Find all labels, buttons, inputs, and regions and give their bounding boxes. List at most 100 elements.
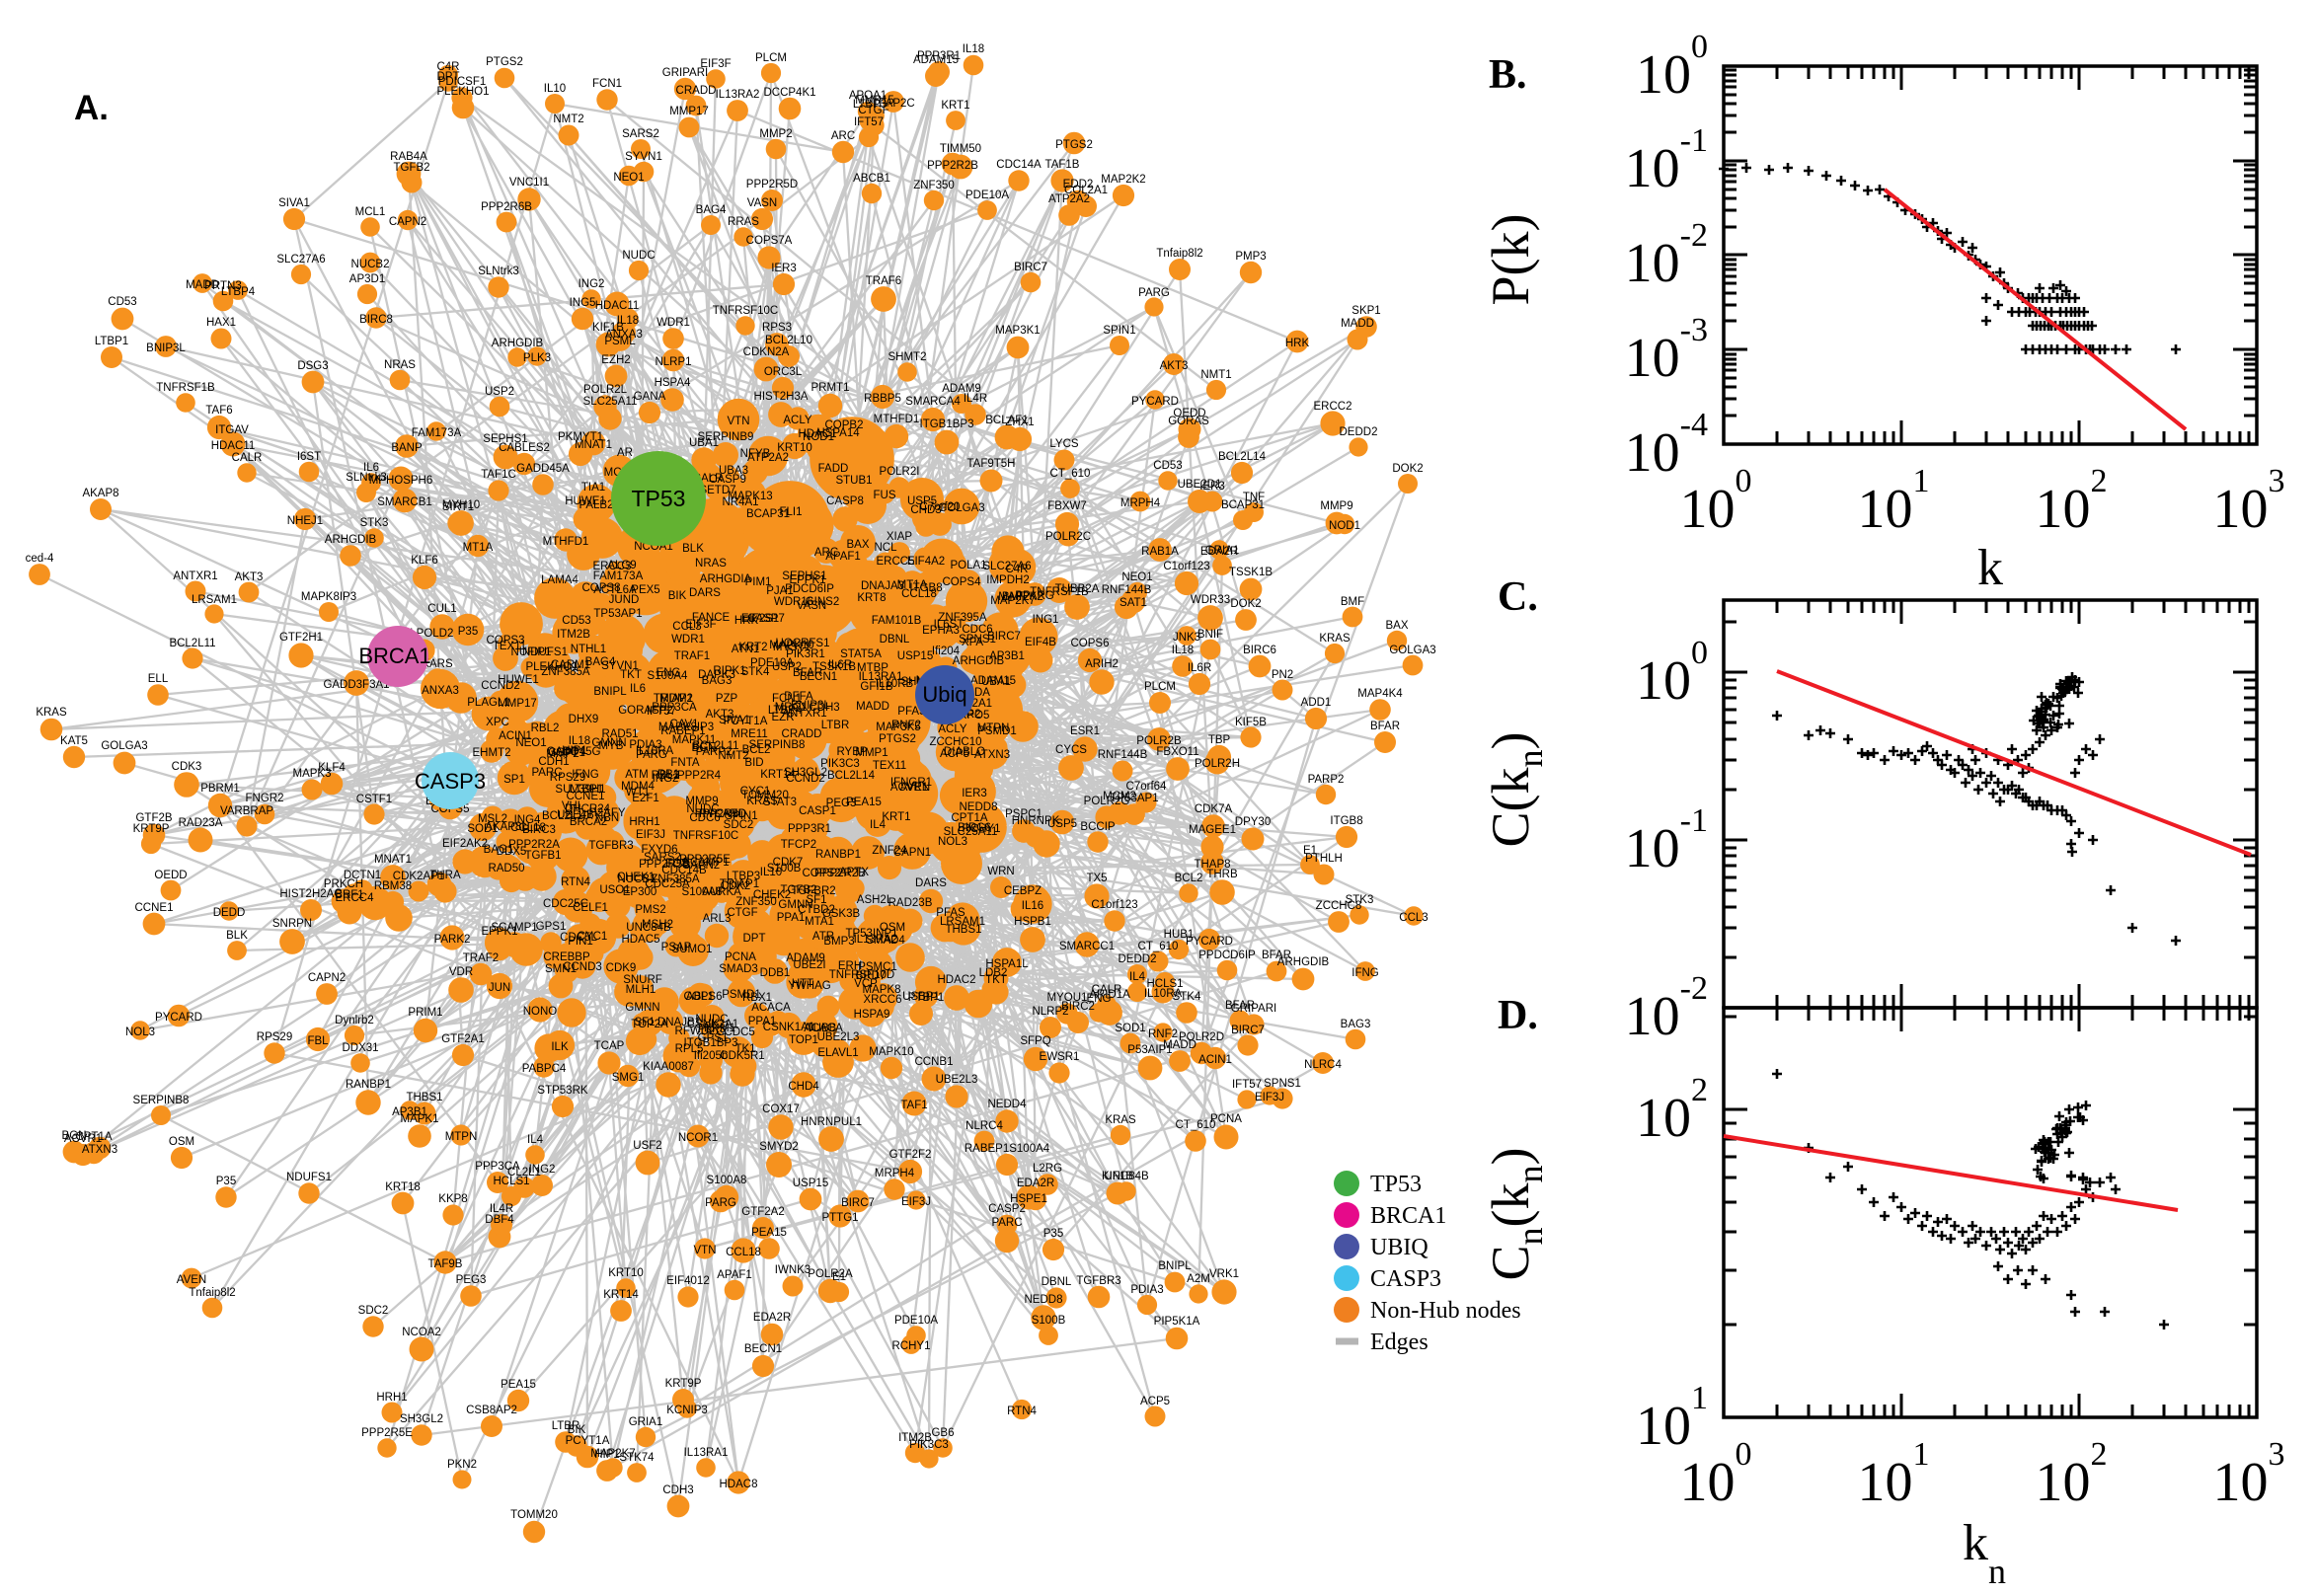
svg-text:kn: kn bbox=[1963, 1515, 2006, 1591]
svg-text:VASN: VASN bbox=[747, 197, 777, 209]
svg-text:103: 103 bbox=[2213, 1436, 2285, 1513]
svg-text:H2AFY: H2AFY bbox=[588, 807, 625, 819]
svg-text:CDK3: CDK3 bbox=[172, 761, 202, 773]
svg-text:SHMT2: SHMT2 bbox=[888, 351, 927, 363]
svg-text:DFFA: DFFA bbox=[784, 691, 813, 703]
svg-text:COPS2: COPS2 bbox=[803, 868, 841, 879]
svg-text:SFPQ: SFPQ bbox=[1020, 1035, 1050, 1047]
svg-text:ATXN3: ATXN3 bbox=[82, 1144, 117, 1156]
svg-text:ZNF350: ZNF350 bbox=[735, 896, 777, 908]
svg-text:MADD: MADD bbox=[1341, 318, 1374, 330]
svg-text:FAM101B: FAM101B bbox=[872, 615, 922, 627]
svg-text:SMARCA4: SMARCA4 bbox=[905, 396, 961, 408]
svg-text:MCM2: MCM2 bbox=[1103, 791, 1136, 802]
svg-text:RFWD2: RFWD2 bbox=[675, 1026, 716, 1037]
svg-text:LTBR: LTBR bbox=[552, 1420, 580, 1432]
svg-text:PLCM: PLCM bbox=[1144, 681, 1176, 693]
svg-text:PPP2R2B: PPP2R2B bbox=[814, 868, 866, 879]
svg-text:IL10RA: IL10RA bbox=[636, 745, 674, 757]
svg-text:APTX: APTX bbox=[839, 867, 869, 878]
svg-text:EDD2: EDD2 bbox=[1063, 179, 1094, 190]
svg-text:UBE2L3: UBE2L3 bbox=[817, 1031, 860, 1043]
svg-text:BAG3: BAG3 bbox=[702, 675, 733, 687]
svg-text:ERCC2: ERCC2 bbox=[1314, 401, 1352, 413]
svg-text:BCL2L14: BCL2L14 bbox=[1218, 451, 1267, 463]
svg-text:E1: E1 bbox=[832, 1271, 846, 1283]
svg-text:ARL3: ARL3 bbox=[703, 913, 732, 925]
svg-text:NMT2: NMT2 bbox=[553, 114, 583, 125]
svg-text:BIK: BIK bbox=[568, 1424, 586, 1436]
svg-text:102: 102 bbox=[2036, 463, 2108, 540]
svg-text:CASP3: CASP3 bbox=[415, 769, 486, 794]
svg-text:WRN: WRN bbox=[987, 866, 1014, 877]
svg-text:PDE10A: PDE10A bbox=[965, 190, 1009, 201]
svg-text:CHEK2: CHEK2 bbox=[753, 889, 791, 901]
svg-text:CCND2: CCND2 bbox=[786, 773, 825, 785]
svg-text:TNFRSF10D: TNFRSF10D bbox=[829, 969, 894, 981]
svg-text:HDAC1: HDAC1 bbox=[799, 428, 837, 440]
svg-text:MMP17: MMP17 bbox=[669, 106, 709, 117]
svg-text:SERPINB8: SERPINB8 bbox=[133, 1095, 190, 1106]
svg-text:ADAM15: ADAM15 bbox=[970, 675, 1016, 687]
svg-text:COPS6: COPS6 bbox=[684, 991, 723, 1003]
svg-text:S100B: S100B bbox=[767, 863, 802, 874]
svg-text:103: 103 bbox=[2213, 463, 2285, 540]
svg-text:RAD23A: RAD23A bbox=[179, 817, 223, 829]
svg-text:DBNL: DBNL bbox=[1042, 1276, 1072, 1288]
svg-text:A2M: A2M bbox=[1187, 1273, 1210, 1285]
svg-text:TAF6: TAF6 bbox=[205, 405, 232, 417]
svg-text:WDR33: WDR33 bbox=[1191, 594, 1230, 606]
svg-text:LDB2: LDB2 bbox=[979, 967, 1008, 979]
svg-text:PSPC1: PSPC1 bbox=[1005, 808, 1042, 820]
svg-text:THBS1: THBS1 bbox=[945, 924, 981, 936]
svg-text:CDC14B: CDC14B bbox=[661, 865, 707, 876]
svg-text:BIRC7: BIRC7 bbox=[1014, 262, 1047, 273]
svg-text:PPP2R2A: PPP2R2A bbox=[508, 839, 560, 851]
svg-text:CDK2: CDK2 bbox=[721, 880, 751, 892]
svg-text:E1: E1 bbox=[1303, 845, 1317, 857]
svg-text:TRAF6: TRAF6 bbox=[866, 275, 901, 287]
svg-text:DOK2: DOK2 bbox=[1230, 598, 1261, 610]
svg-text:USBP1: USBP1 bbox=[902, 991, 940, 1003]
svg-text:ANXA3: ANXA3 bbox=[422, 685, 459, 697]
svg-text:RYBP: RYBP bbox=[836, 746, 867, 758]
svg-text:FXYD6: FXYD6 bbox=[641, 844, 677, 856]
svg-text:RAD51: RAD51 bbox=[601, 728, 638, 740]
svg-text:MTHFD1: MTHFD1 bbox=[543, 536, 589, 548]
svg-text:CDH1: CDH1 bbox=[538, 756, 569, 768]
svg-text:SP1: SP1 bbox=[503, 774, 525, 786]
svg-text:10-1: 10-1 bbox=[1625, 122, 1708, 199]
svg-text:JUN: JUN bbox=[489, 982, 510, 994]
svg-text:IL13RA2: IL13RA2 bbox=[854, 934, 898, 946]
svg-text:DCTN1: DCTN1 bbox=[344, 870, 381, 881]
svg-text:ATR: ATR bbox=[812, 931, 834, 943]
svg-text:PPDCD6IP: PPDCD6IP bbox=[1198, 950, 1256, 961]
svg-text:NRAS: NRAS bbox=[695, 558, 727, 570]
svg-text:PIP5K1A: PIP5K1A bbox=[1154, 1316, 1200, 1328]
svg-text:HAX1: HAX1 bbox=[206, 317, 236, 329]
svg-text:GADD45G: GADD45G bbox=[547, 746, 601, 758]
svg-text:MT1A: MT1A bbox=[463, 542, 494, 554]
svg-text:EIF2AK2: EIF2AK2 bbox=[442, 838, 488, 850]
svg-text:GORAS: GORAS bbox=[1168, 416, 1209, 427]
svg-text:KRT1: KRT1 bbox=[882, 811, 910, 823]
svg-text:ERCC3: ERCC3 bbox=[593, 561, 632, 572]
svg-text:NCOA2: NCOA2 bbox=[402, 1327, 441, 1338]
svg-text:SF1: SF1 bbox=[806, 894, 826, 906]
svg-text:ARHGDIB: ARHGDIB bbox=[953, 655, 1005, 667]
svg-text:SIVA1: SIVA1 bbox=[719, 715, 750, 726]
svg-text:PRMT1: PRMT1 bbox=[811, 382, 850, 394]
svg-text:VARBRAP: VARBRAP bbox=[220, 805, 273, 817]
svg-text:KARS: KARS bbox=[422, 658, 453, 670]
svg-text:PDICSF1: PDICSF1 bbox=[438, 76, 487, 88]
svg-text:STK3: STK3 bbox=[1346, 894, 1374, 906]
svg-text:NEO1: NEO1 bbox=[613, 172, 644, 184]
svg-text:RTN4: RTN4 bbox=[561, 876, 590, 888]
svg-text:IL10: IL10 bbox=[760, 867, 782, 878]
svg-text:MT1A: MT1A bbox=[897, 579, 928, 591]
svg-text:TRIAP1: TRIAP1 bbox=[654, 693, 693, 705]
svg-text:YWHAG: YWHAG bbox=[788, 980, 831, 992]
svg-text:CCL3: CCL3 bbox=[672, 621, 701, 633]
svg-text:NCOR1: NCOR1 bbox=[678, 1132, 718, 1144]
svg-text:FADD: FADD bbox=[818, 463, 849, 475]
